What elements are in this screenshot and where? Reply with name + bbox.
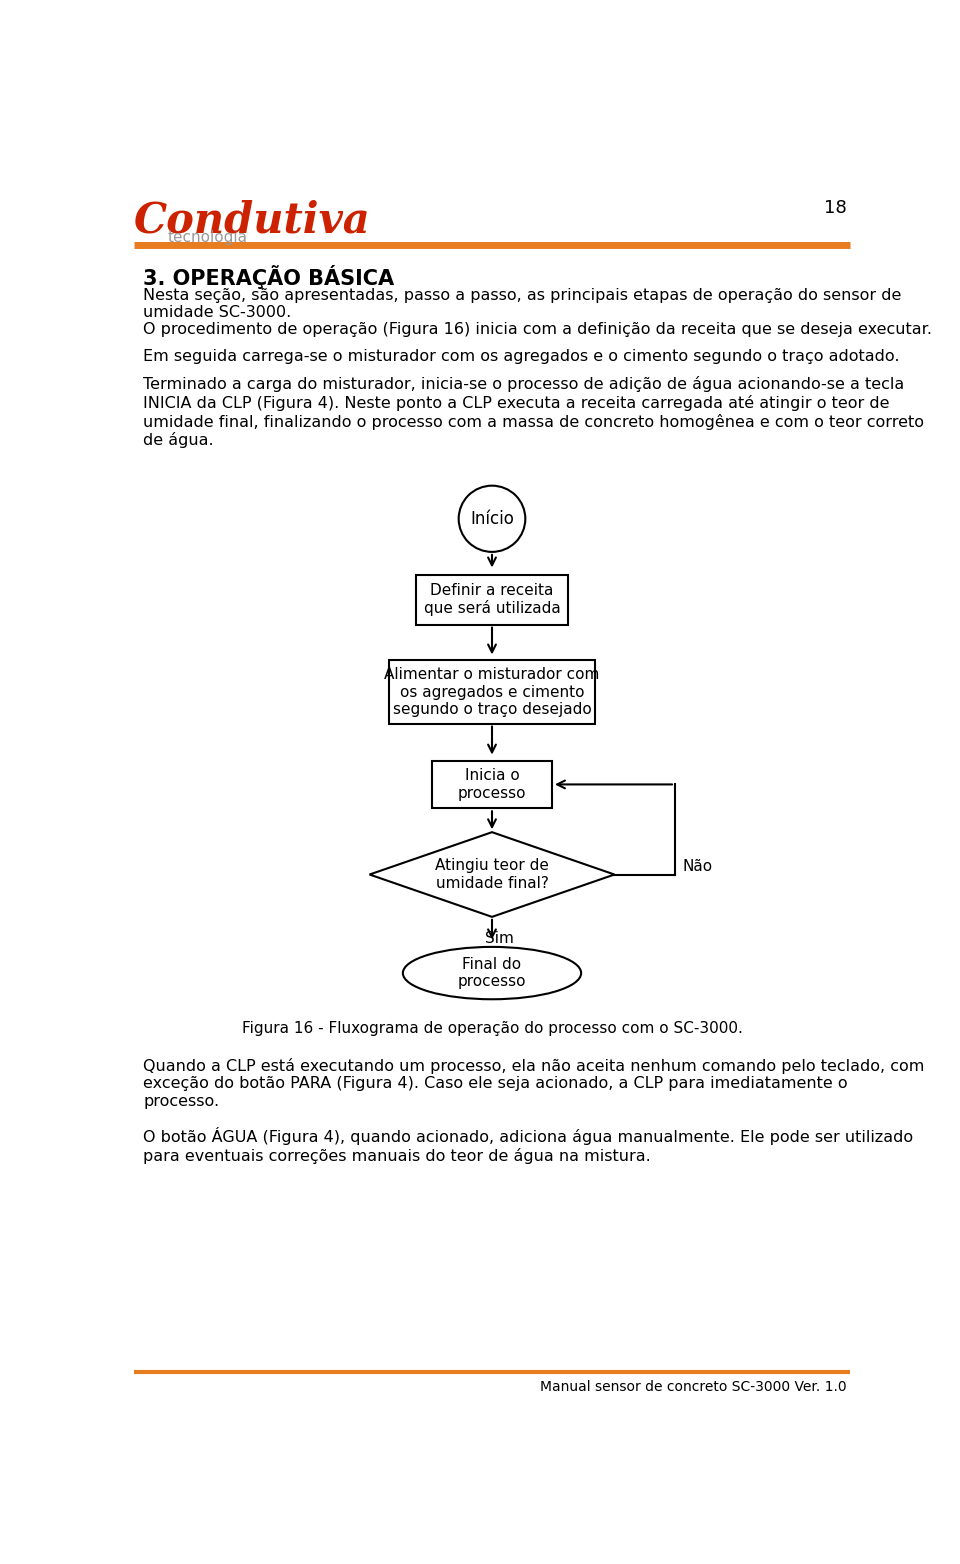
Text: Manual sensor de concreto SC-3000 Ver. 1.0: Manual sensor de concreto SC-3000 Ver. 1…: [540, 1379, 847, 1394]
Ellipse shape: [403, 946, 581, 999]
Text: 18: 18: [825, 199, 847, 217]
Bar: [390, 660, 594, 724]
Text: Definir a receita
que será utilizada: Definir a receita que será utilizada: [423, 583, 561, 616]
Text: Terminado a carga do misturador, inicia-se o processo de adição de água acionand: Terminado a carga do misturador, inicia-…: [143, 377, 924, 449]
Text: Em seguida carrega-se o misturador com os agregados e o cimento segundo o traço : Em seguida carrega-se o misturador com o…: [143, 349, 900, 364]
Text: Sim: Sim: [486, 931, 515, 946]
Ellipse shape: [459, 486, 525, 552]
Text: Final do
processo: Final do processo: [458, 957, 526, 990]
Bar: [417, 574, 567, 624]
Text: Alimentar o misturador com
os agregados e cimento
segundo o traço desejado: Alimentar o misturador com os agregados …: [384, 668, 600, 716]
Text: tecnologia: tecnologia: [168, 230, 248, 246]
Text: Início: Início: [470, 510, 514, 527]
Polygon shape: [370, 832, 614, 917]
Text: Inicia o
processo: Inicia o processo: [458, 768, 526, 801]
Text: O procedimento de operação (Figura 16) inicia com a definição da receita que se : O procedimento de operação (Figura 16) i…: [143, 322, 932, 338]
Bar: [432, 760, 552, 809]
Text: 3. OPERAÇÃO BÁSICA: 3. OPERAÇÃO BÁSICA: [143, 264, 395, 289]
Text: Não: Não: [683, 859, 712, 874]
Text: Figura 16 - Fluxograma de operação do processo com o SC-3000.: Figura 16 - Fluxograma de operação do pr…: [242, 1021, 742, 1035]
Text: Nesta seção, são apresentadas, passo a passo, as principais etapas de operação d: Nesta seção, são apresentadas, passo a p…: [143, 288, 901, 321]
Text: Atingiu teor de
umidade final?: Atingiu teor de umidade final?: [435, 859, 549, 891]
Text: Quando a CLP está executando um processo, ela não aceita nenhum comando pelo tec: Quando a CLP está executando um processo…: [143, 1057, 924, 1109]
Text: Condutiva: Condutiva: [134, 199, 371, 241]
Text: O botão ÁGUA (Figura 4), quando acionado, adiciona água manualmente. Ele pode se: O botão ÁGUA (Figura 4), quando acionado…: [143, 1128, 913, 1164]
